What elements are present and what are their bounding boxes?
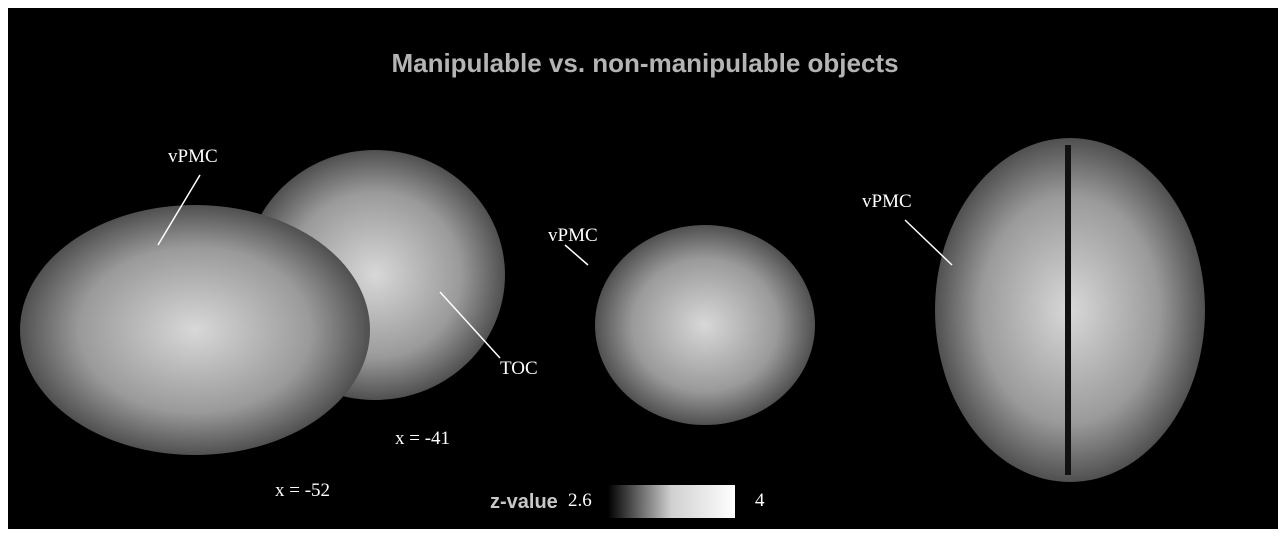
figure-canvas: Manipulable vs. non-manipulable objects … [0,0,1286,537]
region-label: TOC [500,358,538,379]
colorbar-label: z-value [490,491,558,513]
figure: Manipulable vs. non-manipulable objects … [0,0,1286,537]
colorbar [608,485,735,518]
slice-label: x = -52 [275,480,330,501]
region-label: vPMC [548,225,598,246]
brain-sagittal-front [20,205,370,455]
brain-coronal [595,225,815,425]
region-label: vPMC [862,191,912,212]
colorbar-max: 4 [755,490,765,511]
colorbar-min: 2.6 [568,490,592,511]
region-label: vPMC [168,146,218,167]
title: Manipulable vs. non-manipulable objects [391,48,898,78]
slice-label: x = -41 [395,428,450,449]
